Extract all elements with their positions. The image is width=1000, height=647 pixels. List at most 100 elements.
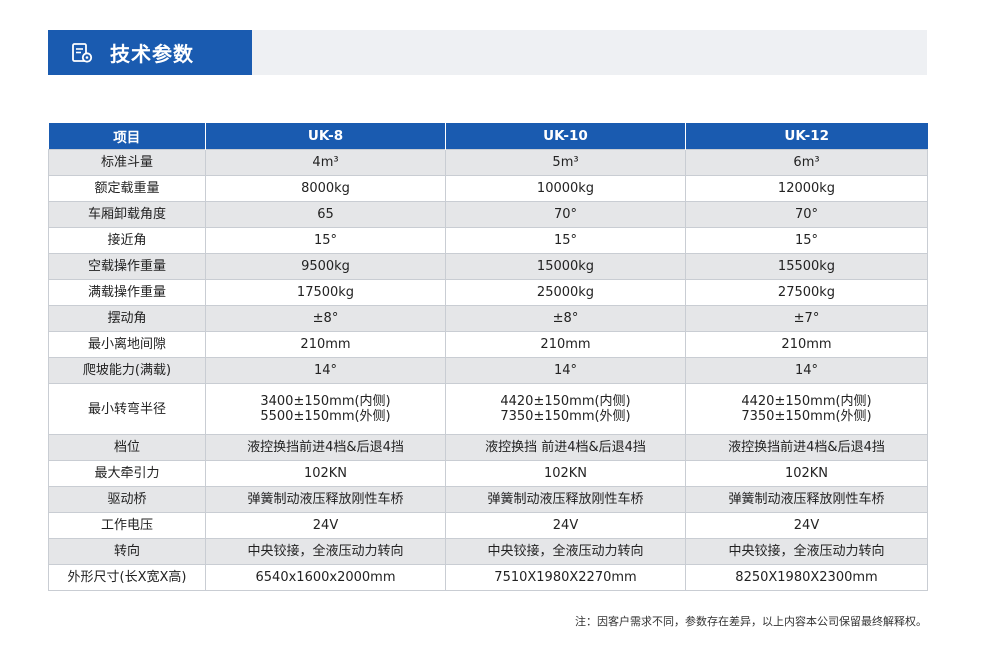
spec-table: 项目 UK-8 UK-10 UK-12 标准斗量 4m³ 5m³ 6m³ 额定载重量 80… bbox=[48, 123, 928, 591]
table-cell: 9500kg bbox=[205, 253, 446, 280]
cell-text: 弹簧制动液压释放刚性车桥 bbox=[487, 492, 644, 507]
row-label: 档位 bbox=[48, 434, 206, 461]
cell-text: 8250X1980X2300mm bbox=[735, 570, 878, 585]
table-cell: 15000kg bbox=[445, 253, 686, 280]
table-cell: 6540x1600x2000mm bbox=[205, 564, 446, 591]
table-cell: 液控换挡前进4档&后退4挡 bbox=[205, 434, 446, 461]
footnote: 注：因客户需求不同，参数存在差异，以上内容本公司保留最终解释权。 bbox=[575, 615, 927, 628]
table-cell: 24V bbox=[445, 512, 686, 539]
table-cell: 10000kg bbox=[445, 175, 686, 202]
table-cell: 弹簧制动液压释放刚性车桥 bbox=[685, 486, 928, 513]
table-cell: 7510X1980X2270mm bbox=[445, 564, 686, 591]
table-cell: 液控换挡前进4档&后退4挡 bbox=[685, 434, 928, 461]
row-label: 空载操作重量 bbox=[48, 253, 206, 280]
cell-text: 8000kg bbox=[301, 181, 350, 196]
table-cell: 弹簧制动液压释放刚性车桥 bbox=[445, 486, 686, 513]
table-row: 最小转弯半径 3400±150mm(内侧) 5500±150mm(外侧) 4420±1… bbox=[48, 383, 928, 435]
section-header-tab: 技术参数 bbox=[48, 30, 252, 75]
table-row: 标准斗量 4m³ 5m³ 6m³ bbox=[48, 149, 928, 176]
row-label: 最大牵引力 bbox=[48, 460, 206, 487]
cell-text: 14° bbox=[313, 363, 338, 378]
cell-text: 70° bbox=[553, 207, 578, 222]
table-row: 驱动桥 弹簧制动液压释放刚性车桥 弹簧制动液压释放刚性车桥 弹簧制动液压释放刚性车桥 bbox=[48, 486, 928, 513]
cell-text: 4m³ bbox=[312, 155, 339, 170]
table-row: 档位 液控换挡前进4档&后退4挡 液控换挡 前进4档&后退4挡 液控换挡前进4档&后退… bbox=[48, 434, 928, 461]
row-label: 摆动角 bbox=[48, 305, 206, 332]
table-cell: 102KN bbox=[205, 460, 446, 487]
table-cell: 中央铰接，全液压动力转向 bbox=[445, 538, 686, 565]
cell-text: 中央铰接，全液压动力转向 bbox=[728, 544, 885, 559]
cell-text: 液控换挡前进4档&后退4挡 bbox=[728, 440, 885, 455]
cell-text: 5500±150mm(外侧) bbox=[260, 409, 391, 424]
table-row: 满载操作重量 17500kg 25000kg 27500kg bbox=[48, 279, 928, 306]
cell-text: 液控换挡 前进4档&后退4挡 bbox=[485, 440, 646, 455]
row-label: 转向 bbox=[48, 538, 206, 565]
cell-text: 14° bbox=[794, 363, 819, 378]
table-cell: 70° bbox=[685, 201, 928, 228]
column-header: UK-12 bbox=[685, 123, 928, 150]
cell-text: 4420±150mm(内侧) bbox=[500, 394, 631, 409]
table-cell: ±8° bbox=[205, 305, 446, 332]
cell-text: 15000kg bbox=[536, 259, 595, 274]
table-cell: ±7° bbox=[685, 305, 928, 332]
cell-text: 15500kg bbox=[777, 259, 836, 274]
table-row: 接近角 15° 15° 15° bbox=[48, 227, 928, 254]
cell-text: 5m³ bbox=[552, 155, 579, 170]
cell-text: 7350±150mm(外侧) bbox=[500, 409, 631, 424]
cell-text: 弹簧制动液压释放刚性车桥 bbox=[247, 492, 404, 507]
table-cell: 25000kg bbox=[445, 279, 686, 306]
table-cell: 70° bbox=[445, 201, 686, 228]
cell-text: 102KN bbox=[543, 466, 588, 481]
cell-text: 102KN bbox=[784, 466, 829, 481]
cell-text: 24V bbox=[552, 518, 579, 533]
table-cell: 弹簧制动液压释放刚性车桥 bbox=[205, 486, 446, 513]
table-header-row: 项目 UK-8 UK-10 UK-12 bbox=[48, 123, 928, 150]
cell-text: 12000kg bbox=[777, 181, 836, 196]
cell-text: 25000kg bbox=[536, 285, 595, 300]
cell-text: 15° bbox=[553, 233, 578, 248]
row-label: 最小离地间隙 bbox=[48, 331, 206, 358]
table-cell: 102KN bbox=[445, 460, 686, 487]
table-row: 最小离地间隙 210mm 210mm 210mm bbox=[48, 331, 928, 358]
cell-text: ±7° bbox=[793, 311, 820, 326]
table-cell: 4m³ bbox=[205, 149, 446, 176]
spec-table-body: 标准斗量 4m³ 5m³ 6m³ 额定载重量 8000kg 10000kg 12000kg 车厢… bbox=[48, 149, 928, 591]
table-cell: 15° bbox=[205, 227, 446, 254]
table-cell: 4420±150mm(内侧) 7350±150mm(外侧) bbox=[685, 383, 928, 435]
table-cell: 液控换挡 前进4档&后退4挡 bbox=[445, 434, 686, 461]
cell-text: ±8° bbox=[552, 311, 579, 326]
table-cell: 12000kg bbox=[685, 175, 928, 202]
table-cell: 5m³ bbox=[445, 149, 686, 176]
column-header: 项目 bbox=[48, 123, 206, 150]
table-cell: 3400±150mm(内侧) 5500±150mm(外侧) bbox=[205, 383, 446, 435]
cell-text: 14° bbox=[553, 363, 578, 378]
cell-text: 液控换挡前进4档&后退4挡 bbox=[247, 440, 404, 455]
cell-text: 15° bbox=[313, 233, 338, 248]
table-cell: 14° bbox=[205, 357, 446, 384]
table-cell: 24V bbox=[685, 512, 928, 539]
table-row: 额定载重量 8000kg 10000kg 12000kg bbox=[48, 175, 928, 202]
row-label: 外形尺寸(长X宽X高) bbox=[48, 564, 206, 591]
table-row: 最大牵引力 102KN 102KN 102KN bbox=[48, 460, 928, 487]
row-label: 车厢卸载角度 bbox=[48, 201, 206, 228]
document-settings-icon bbox=[72, 42, 93, 63]
cell-text: 70° bbox=[794, 207, 819, 222]
table-cell: 27500kg bbox=[685, 279, 928, 306]
table-cell: 102KN bbox=[685, 460, 928, 487]
table-cell: 210mm bbox=[685, 331, 928, 358]
cell-text: 65 bbox=[317, 207, 334, 222]
table-row: 车厢卸载角度 65 70° 70° bbox=[48, 201, 928, 228]
cell-text: 17500kg bbox=[296, 285, 355, 300]
table-row: 外形尺寸(长X宽X高) 6540x1600x2000mm 7510X1980X227… bbox=[48, 564, 928, 591]
cell-text: 6540x1600x2000mm bbox=[255, 570, 396, 585]
table-cell: 15° bbox=[685, 227, 928, 254]
cell-text: 210mm bbox=[300, 337, 351, 352]
cell-text: 4420±150mm(内侧) bbox=[741, 394, 872, 409]
row-label: 最小转弯半径 bbox=[48, 383, 206, 435]
table-row: 空载操作重量 9500kg 15000kg 15500kg bbox=[48, 253, 928, 280]
row-label: 工作电压 bbox=[48, 512, 206, 539]
cell-text: 7510X1980X2270mm bbox=[494, 570, 637, 585]
table-cell: 4420±150mm(内侧) 7350±150mm(外侧) bbox=[445, 383, 686, 435]
table-cell: 14° bbox=[685, 357, 928, 384]
cell-text: 9500kg bbox=[301, 259, 350, 274]
